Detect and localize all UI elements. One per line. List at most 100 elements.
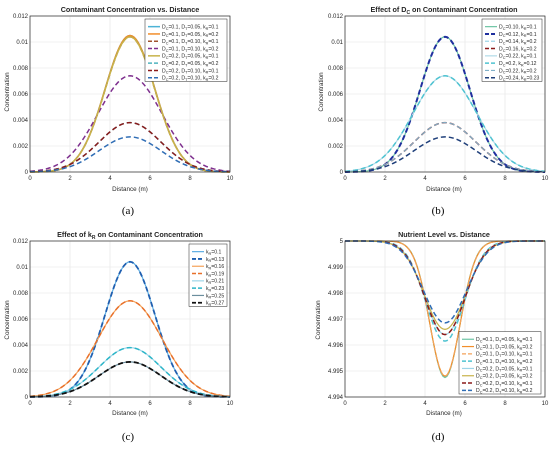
chart-c-legend-label: kR=0.25	[206, 293, 224, 299]
chart-b-series-line	[344, 75, 546, 173]
chart-d-ytick-label: 5	[340, 239, 344, 245]
chart-c: Effect of kR on Contaminant Concentratio…	[4, 230, 234, 443]
chart-b-legend-label: DC=0.2, kR=0.12	[499, 61, 537, 67]
chart-a-xtick-label: 8	[188, 176, 192, 182]
chart-d-legend-label: DC=0.2, DT=0.05, kR=0.2	[476, 374, 533, 380]
chart-a-legend-box	[144, 18, 228, 82]
chart-c-series-group	[29, 260, 231, 398]
chart-a-legend-label: DC=0.1, DT=0.10, kR=0.1	[162, 39, 219, 45]
chart-b-series-line	[344, 121, 546, 173]
chart-d-ytick-label: 4.998	[328, 291, 344, 297]
chart-a-series-group	[29, 34, 231, 173]
chart-d-ytick-label: 4.997	[328, 317, 344, 323]
chart-d-axes-frame	[344, 240, 546, 398]
chart-d: Nutrient Level vs. Distance Distance (m)…	[315, 230, 549, 443]
chart-a-ytick-label: 0.008	[13, 66, 29, 72]
chart-d-legend-label: DC=0.1, DT=0.10, kR=0.2	[476, 359, 533, 365]
chart-a-ytick-label: 0.006	[13, 92, 29, 98]
chart-d-legend-label: DC=0.2, DT=0.05, kR=0.1	[476, 366, 533, 372]
chart-d-legend: DC=0.1, DT=0.05, kR=0.1DC=0.1, DT=0.05, …	[458, 331, 542, 395]
chart-d-legend-label: DC=0.2, DT=0.10, kR=0.1	[476, 381, 533, 387]
chart-b-legend-label: DC=0.12, kR=0.1	[499, 32, 537, 38]
chart-c-xtick-label: 8	[188, 401, 192, 407]
chart-c-xtick-label: 6	[148, 401, 152, 407]
chart-c-legend-label: kR=0.16	[206, 264, 224, 270]
chart-b-ytick-label: 0.004	[328, 118, 344, 124]
chart-d-xtick-label: 4	[423, 401, 427, 407]
chart-a-series-line	[29, 136, 231, 173]
chart-a-legend-label: DC=0.1, DT=0.05, kR=0.1	[162, 24, 219, 30]
chart-b-legend-label: DC=0.14, kR=0.2	[499, 39, 537, 45]
chart-d-legend-label: DC=0.1, DT=0.05, kR=0.2	[476, 344, 533, 350]
chart-b-ytick-label: 0.006	[328, 92, 344, 98]
chart-b-xlabel: Distance (m)	[426, 186, 462, 193]
chart-a-axes-frame	[29, 15, 231, 173]
chart-c-ytick-label: 0.012	[13, 239, 29, 245]
chart-d-legend-label: DC=0.1, DT=0.05, kR=0.1	[476, 337, 533, 343]
chart-c-legend-label: kR=0.27	[206, 301, 224, 307]
chart-c-ytick-label: 0.01	[16, 265, 28, 271]
chart-b-xtick-label: 8	[503, 176, 507, 182]
chart-a-ylabel: Concentration	[4, 72, 11, 112]
chart-d-series-line	[345, 240, 545, 324]
chart-a-ytick-label: 0.012	[13, 14, 29, 20]
chart-c-legend-label: kR=0.1	[206, 249, 222, 255]
chart-d-xtick-label: 8	[503, 401, 507, 407]
chart-b-title: Effect of DC on Contaminant Concentratio…	[371, 5, 518, 16]
chart-a-xtick-label: 0	[28, 176, 32, 182]
chart-c-series-line	[29, 300, 231, 398]
chart-a-series-line	[29, 121, 231, 173]
chart-a-ytick-label: 0	[25, 170, 29, 176]
chart-a-legend-label: DC=0.2, DT=0.05, kR=0.2	[162, 61, 219, 67]
chart-c-axes-frame	[29, 240, 231, 398]
chart-b-xtick-label: 10	[542, 176, 549, 182]
chart-a-title: Contaminant Concentration vs. Distance	[61, 5, 200, 14]
chart-c-ytick-label: 0.008	[13, 291, 29, 297]
chart-a-ytick-label: 0.01	[16, 40, 28, 46]
chart-b: Effect of DC on Contaminant Concentratio…	[318, 5, 549, 217]
chart-d-xtick-label: 2	[383, 401, 387, 407]
chart-c-legend-label: kR=0.19	[206, 271, 224, 277]
chart-b-xtick-label: 6	[463, 176, 467, 182]
chart-d-xtick-label: 0	[343, 401, 347, 407]
chart-a-xtick-label: 4	[108, 176, 112, 182]
chart-a-xtick-label: 2	[68, 176, 72, 182]
chart-c-series-line	[29, 360, 231, 398]
chart-a-ytick-label: 0.002	[13, 144, 29, 150]
chart-d-legend-label: DC=0.1, DT=0.10, kR=0.1	[476, 352, 533, 358]
chart-b-legend: DC=0.10, kR=0.1 DC=0.12, kR=0.1DC=0.14, k…	[481, 18, 543, 82]
chart-a-legend-label: DC=0.2, DT=0.10, kR=0.1	[162, 68, 219, 74]
chart-a-legend-label: DC=0.1, DT=0.10, kR=0.2	[162, 46, 219, 52]
chart-c-title: Effect of kR on Contaminant Concentratio…	[57, 230, 203, 241]
chart-d-legend-label: DC=0.2, DT=0.10, kR=0.2	[476, 388, 533, 394]
chart-a-xtick-label: 6	[148, 176, 152, 182]
chart-b-series-group	[344, 35, 546, 173]
chart-c-ytick-label: 0.004	[13, 343, 29, 349]
chart-c-xlabel: Distance (m)	[112, 410, 148, 417]
subfigure-label-c: (c)	[122, 431, 135, 443]
chart-d-legend-box	[458, 331, 542, 395]
chart-d-ytick-label: 4.996	[328, 343, 344, 349]
chart-b-ytick-label: 0.01	[331, 40, 343, 46]
chart-c-ytick-label: 0.002	[13, 369, 29, 375]
chart-a-legend-label: DC=0.2, DT=0.10, kR=0.2	[162, 76, 219, 82]
chart-d-ylabel: Concentration	[315, 300, 322, 340]
chart-d-ytick-label: 4.994	[328, 395, 344, 401]
chart-b-xtick-label: 2	[383, 176, 387, 182]
chart-c-legend-label: kR=0.13	[206, 257, 224, 263]
chart-c-ytick-label: 0.006	[13, 317, 29, 323]
chart-b-series-line	[344, 136, 546, 173]
chart-b-legend-label: DC=0.10, kR=0.1	[499, 24, 537, 30]
chart-a-legend-label: DC=0.2, DT=0.05, kR=0.1	[162, 54, 219, 60]
chart-c-legend-label: kR=0.23	[206, 286, 224, 292]
chart-b-ytick-label: 0	[340, 170, 344, 176]
chart-a-legend-label: DC=0.1, DT=0.05, kR=0.2	[162, 32, 219, 38]
chart-a-series-line	[29, 75, 231, 173]
chart-a-xtick-label: 10	[227, 176, 234, 182]
chart-c-xtick-label: 4	[108, 401, 112, 407]
chart-c-series-line	[29, 346, 231, 398]
chart-d-title: Nutrient Level vs. Distance	[398, 230, 490, 239]
chart-a-legend: DC=0.1, DT=0.05, kR=0.1 DC=0.1, DT=0.05, …	[144, 18, 228, 82]
